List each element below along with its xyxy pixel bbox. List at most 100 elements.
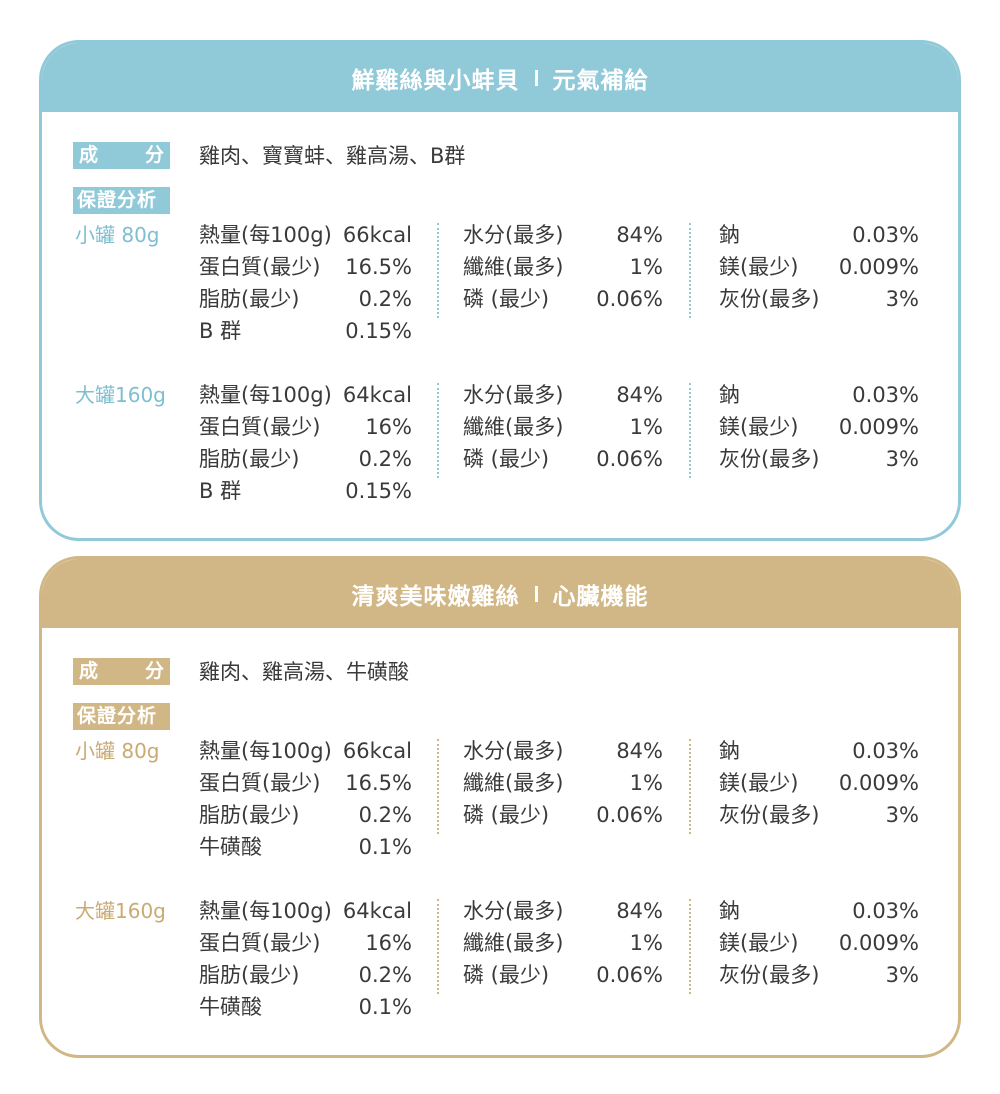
analysis-tag: 保證分析	[73, 703, 170, 730]
nutrient-label: 鎂(最少)	[719, 771, 799, 795]
nutrient-value: 0.009%	[838, 771, 919, 795]
large-can-label: 大罐160g	[75, 899, 166, 923]
nutrient-value: 0.009%	[838, 415, 919, 439]
small-can-label: 小罐 80g	[75, 223, 160, 247]
nutrient-value: 0.1%	[358, 835, 412, 859]
column-divider	[689, 383, 691, 478]
nutrient-label: 鈉	[719, 899, 740, 923]
nutrient-value: 0.2%	[358, 447, 412, 471]
nutrient-value: 0.009%	[838, 255, 919, 279]
nutrient-value: 1%	[629, 415, 663, 439]
nutrition-card-shredded-chicken: 清爽美味嫩雞絲 心臟機能 成 分 雞肉、雞高湯、牛磺酸 保證分析 小罐 80g …	[39, 556, 961, 1058]
title-separator	[534, 69, 538, 86]
large-can-label: 大罐160g	[75, 383, 166, 407]
ingredients-text: 雞肉、雞高湯、牛磺酸	[199, 660, 409, 684]
nutrient-label: 磷 (最少)	[463, 287, 550, 311]
column-divider	[689, 739, 691, 834]
nutrient-label: 牛磺酸	[199, 835, 262, 859]
nutrient-label: 纖維(最多)	[463, 931, 564, 955]
nutrient-value: 0.06%	[596, 963, 663, 987]
small-can-analysis: 熱量(每100g) 66kcal 蛋白質(最少) 16.5% 脂肪(最少) 0.…	[199, 739, 919, 859]
large-can-analysis: 熱量(每100g) 64kcal 蛋白質(最少) 16% 脂肪(最少) 0.2%…	[199, 899, 919, 1019]
nutrient-value: 0.2%	[358, 963, 412, 987]
ingredients-tag-char2: 分	[144, 660, 164, 682]
large-can-analysis: 熱量(每100g) 64kcal 蛋白質(最少) 16% 脂肪(最少) 0.2%…	[199, 383, 919, 503]
card-header: 鮮雞絲與小蚌貝 元氣補給	[42, 43, 958, 112]
column-divider	[437, 739, 439, 834]
column-divider	[437, 383, 439, 478]
nutrient-label: 鎂(最少)	[719, 255, 799, 279]
nutrient-value: 16%	[365, 931, 412, 955]
ingredients-tag-char2: 分	[144, 144, 164, 166]
nutrient-label: B 群	[199, 319, 242, 343]
card-title-benefit: 元氣補給	[552, 67, 649, 94]
nutrient-value: 0.2%	[358, 803, 412, 827]
nutrient-label: 灰份(最多)	[719, 287, 820, 311]
nutrient-label: 鎂(最少)	[719, 415, 799, 439]
title-separator	[534, 585, 538, 602]
nutrient-value: 0.03%	[852, 383, 919, 407]
nutrient-value: 0.15%	[345, 319, 412, 343]
card-header: 清爽美味嫩雞絲 心臟機能	[42, 559, 958, 628]
nutrient-value: 64kcal	[342, 899, 412, 923]
nutrient-value: 84%	[616, 223, 663, 247]
nutrient-value: 1%	[629, 931, 663, 955]
nutrient-label: 熱量(每100g)	[199, 899, 332, 923]
nutrient-value: 1%	[629, 255, 663, 279]
nutrient-value: 0.15%	[345, 479, 412, 503]
nutrient-label: 脂肪(最少)	[199, 963, 300, 987]
column-divider	[437, 899, 439, 994]
nutrient-value: 3%	[885, 287, 919, 311]
nutrient-label: 蛋白質(最少)	[199, 415, 321, 439]
nutrient-label: 鎂(最少)	[719, 931, 799, 955]
nutrient-value: 84%	[616, 383, 663, 407]
nutrient-value: 66kcal	[342, 739, 412, 763]
column-divider	[437, 223, 439, 318]
nutrient-label: B 群	[199, 479, 242, 503]
nutrient-label: 牛磺酸	[199, 995, 262, 1019]
card-title-name: 鮮雞絲與小蚌貝	[351, 67, 520, 94]
nutrient-label: 纖維(最多)	[463, 255, 564, 279]
nutrient-label: 水分(最多)	[463, 383, 564, 407]
nutrient-value: 16.5%	[345, 771, 412, 795]
nutrient-value: 0.03%	[852, 899, 919, 923]
card-title-benefit: 心臟機能	[552, 583, 649, 610]
nutrient-value: 16.5%	[345, 255, 412, 279]
nutrient-label: 水分(最多)	[463, 223, 564, 247]
nutrient-value: 0.1%	[358, 995, 412, 1019]
nutrient-label: 磷 (最少)	[463, 447, 550, 471]
nutrient-label: 鈉	[719, 223, 740, 247]
card-title-name: 清爽美味嫩雞絲	[351, 583, 520, 610]
nutrient-label: 灰份(最多)	[719, 447, 820, 471]
nutrient-label: 脂肪(最少)	[199, 803, 300, 827]
nutrition-card-chicken-clam: 鮮雞絲與小蚌貝 元氣補給 成 分 雞肉、寶寶蚌、雞高湯、B群 保證分析 小罐 8…	[39, 40, 961, 541]
ingredients-tag: 成 分	[73, 658, 170, 685]
nutrient-value: 64kcal	[342, 383, 412, 407]
nutrient-value: 0.2%	[358, 287, 412, 311]
nutrient-value: 1%	[629, 771, 663, 795]
nutrient-label: 鈉	[719, 739, 740, 763]
nutrient-label: 熱量(每100g)	[199, 223, 332, 247]
nutrient-value: 66kcal	[342, 223, 412, 247]
nutrient-value: 3%	[885, 447, 919, 471]
nutrient-value: 0.06%	[596, 447, 663, 471]
ingredients-tag-char1: 成	[79, 144, 99, 166]
nutrient-label: 熱量(每100g)	[199, 739, 332, 763]
nutrient-label: 灰份(最多)	[719, 963, 820, 987]
ingredients-text: 雞肉、寶寶蚌、雞高湯、B群	[199, 144, 466, 168]
nutrient-value: 0.06%	[596, 803, 663, 827]
analysis-tag: 保證分析	[73, 187, 170, 214]
nutrient-value: 0.03%	[852, 739, 919, 763]
nutrient-label: 磷 (最少)	[463, 803, 550, 827]
nutrient-label: 水分(最多)	[463, 899, 564, 923]
nutrient-value: 84%	[616, 739, 663, 763]
nutrient-value: 3%	[885, 963, 919, 987]
nutrient-value: 0.03%	[852, 223, 919, 247]
nutrient-value: 0.06%	[596, 287, 663, 311]
small-can-analysis: 熱量(每100g) 66kcal 蛋白質(最少) 16.5% 脂肪(最少) 0.…	[199, 223, 919, 343]
nutrient-value: 3%	[885, 803, 919, 827]
ingredients-tag-char1: 成	[79, 660, 99, 682]
nutrient-label: 磷 (最少)	[463, 963, 550, 987]
nutrient-label: 纖維(最多)	[463, 771, 564, 795]
small-can-label: 小罐 80g	[75, 739, 160, 763]
